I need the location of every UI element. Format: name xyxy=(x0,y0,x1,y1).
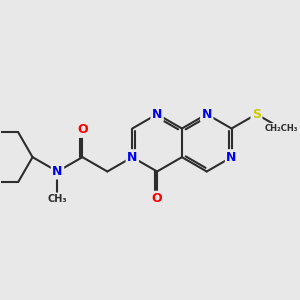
Text: N: N xyxy=(52,165,63,178)
Text: O: O xyxy=(77,123,88,136)
Text: S: S xyxy=(252,108,261,121)
Text: N: N xyxy=(127,151,137,164)
Text: N: N xyxy=(226,151,237,164)
Text: O: O xyxy=(152,192,162,205)
Text: CH₂CH₃: CH₂CH₃ xyxy=(265,124,298,133)
Text: N: N xyxy=(202,108,212,121)
Text: N: N xyxy=(152,108,162,121)
Text: CH₃: CH₃ xyxy=(48,194,67,204)
